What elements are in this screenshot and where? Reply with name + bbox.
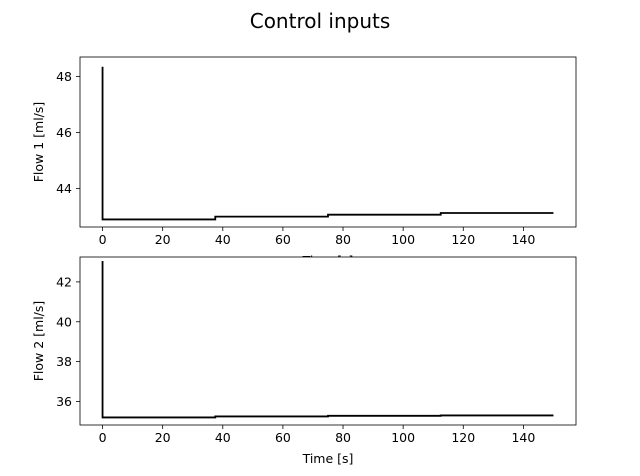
x-tick-label: 40 [215,232,231,247]
x-tick-label: 120 [451,430,475,445]
x-tick-label: 100 [391,430,415,445]
y-tick-label: 38 [56,354,72,369]
y-tick-label: 40 [56,314,72,329]
x-tick-label: 80 [335,430,351,445]
x-tick-label: 60 [275,430,291,445]
y-tick-label: 48 [56,69,72,84]
x-tick-label: 20 [155,232,171,247]
y-tick-label: 46 [56,125,72,140]
y-tick-label: 42 [56,274,72,289]
x-tick-label: 140 [511,430,535,445]
axes-frame [79,56,577,228]
figure-title: Control inputs [250,9,391,33]
flow-series-line [101,260,554,419]
x-tick-label: 20 [155,430,171,445]
x-tick-label: 60 [275,232,291,247]
axes-frame [79,256,577,426]
x-tick-label: 80 [335,232,351,247]
subplot-flow-2: 0 20 40 60 80 100 120 140 36 38 40 42 Flow 2 [ml/s] T… [31,256,577,466]
x-axis-label: Time [s] [302,451,354,466]
y-axis-label: Flow 1 [ml/s] [31,102,46,183]
y-axis-label: Flow 2 [ml/s] [31,301,46,382]
flow-series-line [101,66,554,221]
x-tick-label: 0 [99,430,107,445]
x-tick-label: 40 [215,430,231,445]
y-tick-label: 36 [56,394,72,409]
x-tick-label: 140 [511,232,535,247]
y-tick-label: 44 [56,181,72,196]
x-tick-label: 120 [451,232,475,247]
x-tick-label: 100 [391,232,415,247]
x-tick-label: 0 [99,232,107,247]
